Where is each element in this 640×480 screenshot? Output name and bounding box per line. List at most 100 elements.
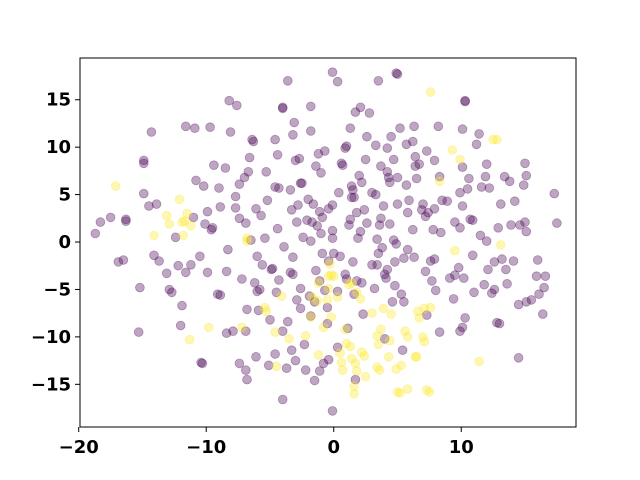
scatter-point-class_a-211: [379, 269, 390, 280]
scatter-point-class_a-243: [409, 252, 419, 263]
scatter-point-class_a-125: [304, 291, 315, 301]
scatter-point-class_b-12: [237, 322, 247, 333]
scatter-point-class_a-131: [308, 199, 319, 209]
scatter-point-class_a-258: [429, 254, 440, 264]
scatter-point-class_b-38: [337, 365, 348, 375]
scatter-point-class_a-192: [360, 154, 371, 165]
scatter-point-class_a-45: [220, 163, 231, 173]
scatter-point-class_a-60: [241, 218, 251, 228]
scatter-point-class_a-268: [444, 273, 455, 283]
scatter-point-class_a-231: [396, 289, 407, 300]
scatter-point-class_a-20: [170, 232, 181, 243]
scatter-point-class_b-26: [313, 350, 324, 360]
y-tick-label: 0: [58, 232, 71, 253]
scatter-point-class_a-286: [465, 214, 476, 225]
scatter-point-class_a-328: [537, 309, 548, 319]
points-layer: [90, 67, 562, 416]
scatter-point-class_a-174: [346, 192, 357, 203]
scatter-point-class_a-224: [390, 257, 400, 267]
scatter-point-class_a-19: [167, 287, 177, 298]
scatter-point-class_a-287: [467, 215, 478, 226]
scatter-point-class_a-242: [409, 121, 419, 132]
scatter-point-class_a-25: [181, 267, 191, 278]
scatter-point-class_a-216: [383, 172, 394, 183]
scatter-point-class_a-251: [420, 266, 431, 277]
scatter-point-class_b-72: [411, 351, 422, 362]
scatter-point-class_a-190: [358, 309, 368, 319]
scatter-point-class_a-165: [337, 160, 348, 171]
scatter-point-class_a-21: [173, 260, 184, 271]
scatter-point-class_a-301: [489, 284, 500, 295]
scatter-point-class_a-209: [378, 201, 389, 211]
scatter-point-class_a-253: [421, 146, 432, 156]
scatter-point-class_a-167: [340, 269, 351, 280]
scatter-point-class_a-153: [327, 200, 338, 210]
scatter-point-class_a-263: [434, 327, 445, 337]
scatter-point-class_a-202: [372, 259, 382, 270]
scatter-point-class_b-66: [395, 388, 405, 398]
scatter-point-class_a-8: [135, 282, 145, 293]
scatter-point-class_a-212: [381, 273, 391, 283]
scatter-point-class_b-68: [400, 326, 410, 337]
scatter-point-class_a-180: [350, 374, 361, 385]
scatter-point-class_b-25: [313, 277, 324, 288]
scatter-point-class_a-281: [460, 96, 470, 107]
scatter-point-class_b-61: [383, 351, 394, 362]
scatter-point-class_a-232: [397, 345, 408, 356]
scatter-point-class_a-146: [319, 146, 330, 156]
scatter-point-class_b-54: [367, 308, 377, 319]
scatter-point-class_a-193: [362, 131, 372, 142]
scatter-point-class_a-110: [290, 355, 301, 366]
scatter-point-class_a-239: [404, 195, 414, 206]
scatter-point-class_a-273: [455, 326, 465, 337]
scatter-point-class_a-81: [262, 195, 273, 206]
scatter-point-class_a-141: [316, 228, 326, 239]
scatter-point-class_a-38: [206, 224, 217, 235]
scatter-point-class_a-114: [293, 200, 303, 210]
scatter-point-class_a-249: [418, 199, 428, 209]
scatter-point-class_b-14: [242, 236, 252, 246]
scatter-point-class_a-195: [364, 108, 375, 118]
scatter-point-class_a-225: [391, 239, 402, 249]
scatter-point-class_b-78: [421, 385, 432, 395]
scatter-point-class_a-279: [457, 162, 468, 172]
scatter-point-class_a-15: [151, 199, 162, 209]
scatter-point-class_a-13: [146, 127, 157, 137]
scatter-point-class_a-179: [349, 192, 359, 203]
scatter-point-class_a-229: [392, 172, 403, 183]
scatter-point-class_b-58: [374, 365, 385, 375]
scatter-point-class_a-119: [297, 178, 307, 189]
scatter-point-class_a-172: [345, 214, 356, 225]
scatter-point-class_b-85: [455, 154, 465, 165]
scatter-point-class_b-4: [174, 194, 185, 205]
scatter-point-class_a-270: [450, 217, 460, 227]
scatter-point-class_a-65: [243, 167, 254, 177]
scatter-point-class_b-82: [434, 176, 445, 187]
scatter-point-class_a-205: [374, 220, 385, 230]
scatter-point-class_a-1: [95, 217, 106, 227]
scatter-point-class_a-278: [457, 201, 468, 211]
scatter-point-class_a-217: [384, 177, 395, 188]
scatter-point-class_a-87: [270, 349, 280, 359]
scatter-point-class_b-8: [182, 208, 192, 219]
scatter-point-class_a-41: [212, 289, 223, 300]
scatter-point-class_a-307: [497, 254, 507, 264]
scatter-point-class_a-90: [272, 150, 283, 160]
scatter-point-class_a-314: [509, 196, 520, 207]
scatter-point-class_a-214: [382, 264, 393, 275]
scatter-point-class_a-272: [453, 262, 464, 273]
scatter-point-class_a-169: [341, 141, 352, 152]
scatter-point-class_a-158: [328, 248, 339, 259]
scatter-point-class_a-294: [479, 279, 490, 290]
scatter-point-class_b-13: [242, 233, 252, 244]
scatter-point-class_a-309: [501, 264, 511, 275]
scatter-point-class_a-72: [251, 204, 261, 214]
scatter-point-class_a-123: [302, 215, 312, 226]
scatter-point-class_a-311: [504, 176, 515, 187]
scatter-point-class_b-49: [351, 287, 362, 298]
scatter-point-class_a-139: [314, 366, 325, 376]
scatter-point-class_b-46: [349, 388, 359, 399]
scatter-point-class_b-29: [323, 271, 334, 282]
scatter-point-class_a-52: [230, 203, 241, 213]
scatter-point-class_a-108: [288, 252, 298, 263]
